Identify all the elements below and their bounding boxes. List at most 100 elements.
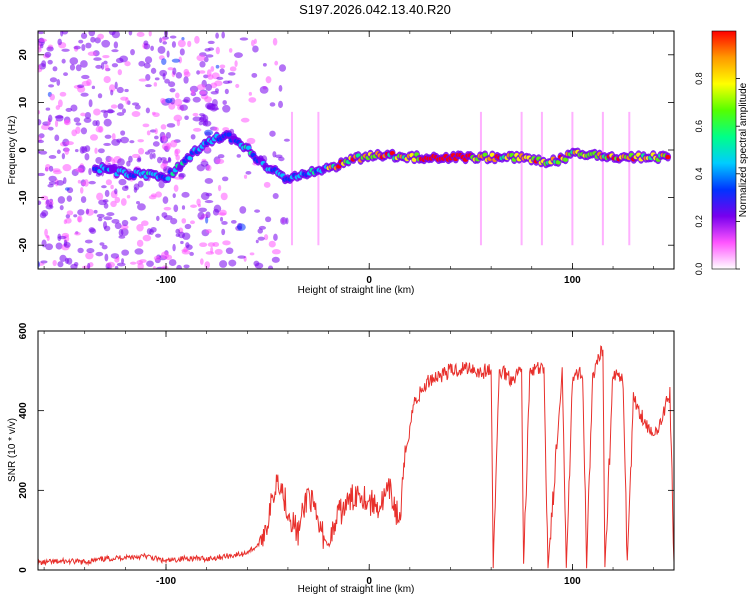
spectrogram-cell: [183, 264, 190, 269]
spectrogram-cell: [179, 48, 185, 56]
spectrogram-cell: [57, 99, 63, 108]
spectrogram-cell: [57, 261, 64, 268]
spectrogram-cell: [103, 216, 113, 221]
spectrogram-cell: [106, 212, 115, 217]
spectrogram-cell: [176, 264, 182, 269]
spectrogram-cell: [44, 228, 48, 237]
spectrogram-cell: [234, 60, 238, 67]
spectrogram-cell: [162, 160, 170, 164]
spectrogram-cell: [215, 32, 219, 39]
spectrogram-cell: [136, 223, 144, 232]
spectrogram-cell: [205, 83, 213, 91]
spectrogram-cell: [165, 97, 173, 104]
spectrogram-cell: [187, 40, 192, 48]
spectrogram-cell: [157, 156, 163, 164]
spectrogram-xtick-label: 100: [564, 275, 581, 286]
spectrogram-cell: [38, 38, 48, 43]
spectrogram-cell: [55, 242, 63, 250]
spectrogram-cell: [62, 164, 72, 172]
colorbar-label: Normalized spectral amplitude: [738, 82, 749, 217]
spectrogram-cell: [66, 210, 74, 216]
spectrogram-cell: [274, 60, 279, 66]
spectrogram-cell: [97, 148, 105, 154]
spectrogram-cell: [84, 153, 90, 161]
spectrogram-cell: [152, 265, 157, 269]
spectrogram-ytick-label: 0: [18, 147, 29, 153]
spectrogram-cell: [198, 207, 208, 213]
spectrogram-cell: [181, 205, 186, 210]
spectrogram-cell: [214, 248, 223, 255]
spectrogram-cell: [95, 251, 104, 257]
spectrogram-cell: [121, 249, 130, 256]
spectrogram-cell: [203, 74, 209, 79]
spectrogram-cell: [116, 112, 125, 116]
spectrogram-ridge-core: [226, 132, 232, 137]
spectrogram-cell: [249, 252, 255, 256]
spectrogram-cell: [103, 225, 111, 232]
spectrogram-cell: [88, 167, 92, 176]
spectrogram-ridge-core: [187, 155, 193, 161]
spectrogram-cell: [48, 165, 54, 172]
spectrogram-cell: [81, 43, 86, 52]
spectrogram-cell: [175, 71, 183, 79]
spectrogram-cell: [219, 68, 225, 75]
spectrogram-cell: [228, 259, 237, 267]
spectrogram-cell: [101, 185, 107, 189]
spectrogram-cell: [116, 262, 126, 267]
spectrogram-cell: [157, 45, 166, 54]
spectrogram-cell: [83, 179, 89, 187]
spectrogram-cell: [59, 205, 64, 211]
spectrogram-image: [38, 31, 672, 269]
spectrogram-cell: [153, 255, 161, 261]
spectrogram-cell: [160, 265, 169, 269]
spectrogram-cell: [84, 145, 91, 153]
spectrogram-cell: [73, 117, 81, 123]
spectrogram-ytick-label: 10: [18, 96, 29, 108]
spectrogram-cell: [138, 147, 145, 155]
spectrogram-cell: [190, 89, 195, 95]
spectrogram-cell: [222, 240, 231, 246]
spectrogram-cell: [259, 86, 269, 94]
colorbar-ticks: 0.0 0.2 0.4 0.6 0.8: [694, 72, 740, 275]
spectrogram-cell: [117, 158, 125, 166]
spectrogram-cell: [197, 211, 205, 220]
spectrogram-cell: [52, 259, 57, 267]
snr-ytick-label: 0: [18, 567, 29, 573]
spectrogram-cell: [114, 81, 118, 90]
spectrogram-cell: [160, 251, 170, 260]
spectrogram-cell: [138, 60, 146, 67]
spectrogram-cell: [207, 40, 215, 45]
spectrogram-cell: [200, 192, 210, 200]
spectrogram-cell: [95, 156, 103, 164]
spectrogram-cell: [48, 84, 55, 88]
spectrogram-cell: [100, 109, 108, 113]
spectrogram-cell: [150, 193, 157, 198]
spectrogram-cell: [171, 58, 181, 63]
spectrogram-cell: [107, 108, 114, 114]
spectrogram-cell: [120, 136, 130, 144]
spectrogram-cell: [162, 196, 169, 204]
spectrogram-cell: [64, 147, 70, 155]
spectrogram-cell: [153, 82, 158, 87]
spectrogram-cell: [103, 142, 111, 146]
spectrogram-cell: [168, 81, 176, 88]
spectrogram-cell: [252, 45, 259, 53]
colorbar-tick-label: 0.8: [694, 72, 704, 85]
spectrogram-cell: [103, 75, 111, 84]
spectrogram-cell: [204, 129, 214, 136]
spectrogram-cell: [89, 134, 99, 141]
spectrogram-cell: [129, 140, 135, 144]
spectrogram-cell: [47, 114, 53, 123]
snr-ylabel: SNR (10 * v/v): [7, 418, 18, 482]
spectrogram-cell: [225, 247, 234, 255]
spectrogram-cell: [205, 54, 214, 58]
spectrogram-cell: [115, 57, 124, 64]
spectrogram-cell: [146, 130, 151, 136]
spectrogram-cell: [263, 181, 271, 188]
spectrogram-cell: [205, 229, 212, 234]
spectrogram-cell: [251, 39, 255, 47]
spectrogram-cell: [75, 64, 82, 72]
spectrogram-cell: [161, 212, 168, 218]
spectrogram-cell: [45, 199, 50, 206]
